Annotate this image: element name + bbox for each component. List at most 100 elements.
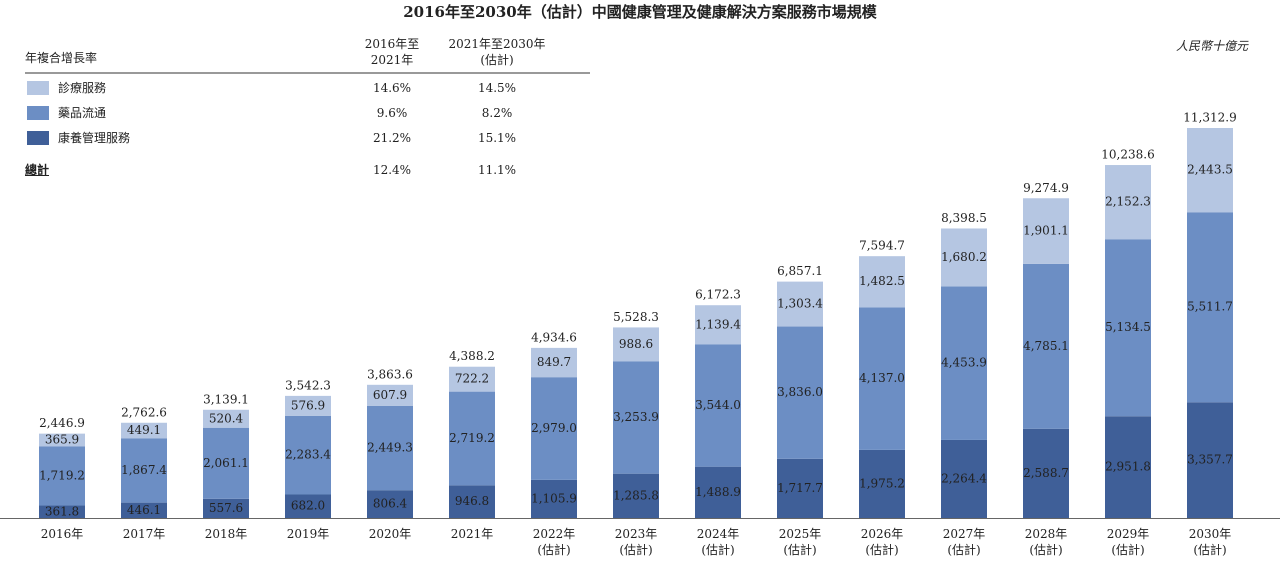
value-label: 3,544.0 [695, 398, 741, 412]
total-cagr: 12.4% [372, 163, 412, 177]
x-tick-label: 2023年 (估計) [614, 527, 658, 557]
bar-segment [777, 458, 823, 518]
total-label: 5,528.3 [613, 310, 659, 324]
table-header: 2016年至 2021年 [364, 37, 420, 67]
bar-segment [1105, 239, 1151, 417]
legend-swatch [27, 81, 49, 95]
legend-swatch [27, 131, 49, 145]
cagr-value: 8.2% [481, 106, 513, 120]
bar-segment [121, 502, 167, 518]
bar-segment [859, 449, 905, 518]
value-label: 722.2 [455, 372, 489, 386]
legend-label: 診療服務 [58, 81, 107, 95]
value-label: 576.9 [291, 398, 325, 412]
value-label: 1,719.2 [39, 468, 85, 482]
total-label: 4,934.6 [531, 330, 577, 344]
value-label: 1,285.8 [613, 488, 659, 502]
value-label: 607.9 [373, 388, 407, 402]
bar-segment [449, 485, 495, 518]
value-label: 2,061.1 [203, 456, 249, 470]
bar-segment [1187, 128, 1233, 213]
bar-segment [531, 347, 577, 378]
table-header: 2021年至2030年 (估計) [448, 37, 546, 67]
bar-segment [613, 327, 659, 362]
value-label: 1,717.7 [777, 481, 823, 495]
bar-segment [777, 281, 823, 327]
value-label: 446.1 [127, 503, 161, 517]
bar-segment [285, 395, 331, 416]
bar-segment [941, 286, 987, 440]
bar-segment [367, 384, 413, 406]
value-label: 1,488.9 [695, 485, 741, 499]
unit: 人民幣十億元 [1175, 39, 1248, 53]
value-label: 4,137.0 [859, 371, 905, 385]
bar-segment [695, 305, 741, 345]
x-tick-label: 2022年 (估計) [532, 527, 576, 557]
x-tick-label: 2019年 [286, 527, 330, 541]
bar-segment [613, 361, 659, 474]
value-label: 2,951.8 [1105, 460, 1151, 474]
cagr-value: 14.6% [372, 81, 412, 95]
value-label: 2,979.0 [531, 421, 577, 435]
legend-label: 藥品流通 [58, 106, 107, 120]
value-label: 1,482.5 [859, 274, 905, 288]
total-label: 3,542.3 [285, 378, 331, 392]
x-tick-label: 2026年 (估計) [860, 527, 904, 557]
legend-swatch [27, 106, 49, 120]
cagr-value: 9.6% [376, 106, 408, 120]
value-label: 520.4 [209, 411, 244, 425]
x-tick-label: 2029年 (估計) [1106, 527, 1150, 557]
value-label: 988.6 [619, 337, 653, 351]
total-label: 9,274.9 [1023, 181, 1069, 195]
bar-segment [203, 427, 249, 499]
value-label: 3,836.0 [777, 385, 823, 399]
value-label: 557.6 [209, 501, 243, 515]
bar-segment [121, 422, 167, 439]
bar-segment [1105, 416, 1151, 518]
value-label: 1,901.1 [1023, 224, 1069, 238]
bar-segment [941, 228, 987, 287]
chart-title: 2016年至2030年（估計）中國健康管理及健康解決方案服務市場規模 [403, 3, 877, 21]
bar-segment [1023, 198, 1069, 264]
total-cagr: 11.1% [477, 163, 517, 177]
x-tick-label: 2017年 [122, 527, 166, 541]
bar-segment [367, 490, 413, 518]
total-label: 3,863.6 [367, 367, 413, 381]
bar-segment [777, 326, 823, 459]
bar-segment [859, 256, 905, 308]
bar-segment [1187, 402, 1233, 518]
value-label: 5,511.7 [1187, 300, 1233, 314]
value-label: 1,105.9 [531, 491, 577, 505]
x-tick-label: 2025年 (估計) [778, 527, 822, 557]
bar-segment [1023, 428, 1069, 518]
value-label: 2,264.4 [941, 471, 987, 485]
bar-segment [203, 498, 249, 518]
value-label: 1,975.2 [859, 476, 905, 490]
x-tick-label: 2028年 (估計) [1024, 527, 1068, 557]
value-label: 806.4 [373, 497, 408, 511]
value-label: 1,867.4 [121, 463, 167, 477]
value-label: 2,152.3 [1105, 195, 1151, 209]
cagr-value: 21.2% [372, 131, 412, 145]
value-label: 2,719.2 [449, 431, 495, 445]
bar-segment [695, 344, 741, 467]
bar-segment [695, 466, 741, 518]
bar-segment [859, 307, 905, 450]
value-label: 3,253.9 [613, 410, 659, 424]
bar-segment [1187, 212, 1233, 403]
bar-segment [39, 446, 85, 506]
value-label: 1,139.4 [695, 317, 741, 331]
total-label: 2,446.9 [39, 416, 85, 430]
value-label: 2,283.4 [285, 448, 331, 462]
total-label: 2,762.6 [121, 405, 167, 419]
bar-segment [531, 377, 577, 480]
value-label: 2,588.7 [1023, 466, 1069, 480]
x-tick-label: 2030年 (估計) [1188, 527, 1232, 557]
bar-segment [613, 473, 659, 518]
total-label: 4,388.2 [449, 349, 495, 363]
bar-segment [121, 438, 167, 503]
table-header: 年複合增長率 [25, 51, 98, 65]
bar-segment [39, 505, 85, 518]
bar-segment [941, 439, 987, 518]
